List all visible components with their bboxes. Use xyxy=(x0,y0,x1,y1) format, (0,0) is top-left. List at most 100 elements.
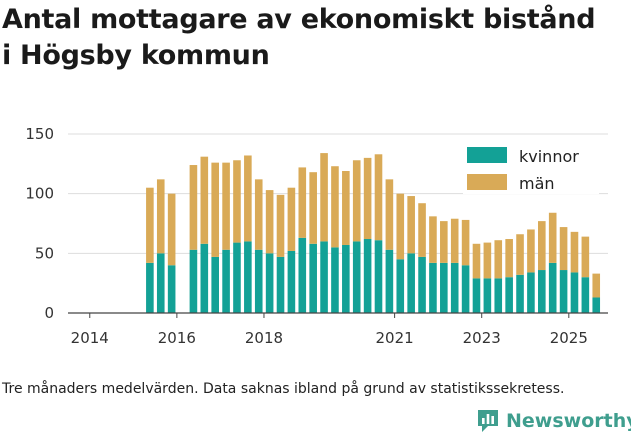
bar-man xyxy=(342,170,350,245)
bar-man xyxy=(516,234,524,275)
bar-man xyxy=(254,179,263,250)
chart-title-line-2: i Högsby kommun xyxy=(2,40,270,71)
bar-man xyxy=(156,179,165,254)
bar-kvinnor xyxy=(548,262,557,313)
chart-title-line-1: Antal mottagare av ekonomiskt bistånd xyxy=(2,4,596,35)
bar-man xyxy=(244,155,252,242)
bar-man xyxy=(189,165,198,250)
bar-man xyxy=(472,243,481,279)
bar-man xyxy=(276,194,285,257)
bar-kvinnor xyxy=(146,262,154,313)
legend-label-man: män xyxy=(519,174,555,193)
bar-kvinnor xyxy=(342,244,350,313)
bar-man xyxy=(527,229,535,273)
footnote: Tre månaders medelvärden. Data saknas ib… xyxy=(2,381,565,397)
bar-man xyxy=(407,196,415,254)
bar-kvinnor xyxy=(407,253,415,313)
chart-title: Antal mottagare av ekonomiskt bistånd i … xyxy=(2,2,630,74)
bar-man xyxy=(494,240,503,279)
bar-kvinnor xyxy=(200,243,209,313)
bar-man xyxy=(548,212,557,263)
bar-kvinnor xyxy=(472,278,481,313)
bar-kvinnor xyxy=(331,247,339,313)
bar-kvinnor xyxy=(494,278,503,313)
bar-man xyxy=(233,160,241,243)
bar-kvinnor xyxy=(254,249,263,313)
bar-man xyxy=(396,193,405,260)
bar-kvinnor xyxy=(461,265,470,313)
bar-man xyxy=(440,221,448,263)
bar-kvinnor xyxy=(265,253,274,313)
bar-kvinnor xyxy=(309,243,317,313)
bar-kvinnor xyxy=(396,259,405,313)
y-tick-label: 150 xyxy=(25,125,54,143)
bar-man xyxy=(200,156,209,244)
y-tick-label: 100 xyxy=(25,185,54,203)
bar-man xyxy=(385,179,394,250)
bar-man xyxy=(461,219,470,266)
bar-kvinnor xyxy=(570,272,579,313)
bar-man xyxy=(222,162,230,250)
bar-man xyxy=(287,187,296,251)
bar-kvinnor xyxy=(320,241,328,313)
bar-kvinnor xyxy=(516,274,524,313)
bar-kvinnor xyxy=(559,270,568,313)
x-tick-label: 2025 xyxy=(550,329,588,347)
bar-kvinnor xyxy=(233,242,241,313)
bar-kvinnor xyxy=(450,262,459,313)
brand-name: Newsworthy xyxy=(506,410,631,432)
bar-man xyxy=(418,203,426,257)
bar-man xyxy=(331,166,339,248)
bar-man xyxy=(265,190,274,254)
bar-kvinnor xyxy=(276,256,285,313)
bar-man xyxy=(298,167,307,238)
bar-man xyxy=(429,216,437,263)
bar-kvinnor xyxy=(581,277,590,313)
bar-kvinnor xyxy=(363,239,372,313)
x-tick-label: 2021 xyxy=(376,329,414,347)
bar-kvinnor xyxy=(298,237,307,313)
bar-man xyxy=(167,193,176,266)
bar-man xyxy=(146,187,154,263)
bar-man xyxy=(211,162,219,257)
bar-kvinnor xyxy=(527,272,535,313)
bar-kvinnor xyxy=(385,249,394,313)
bar-man xyxy=(592,273,601,298)
bar-man xyxy=(559,227,568,271)
bar-kvinnor xyxy=(167,265,176,313)
bar-man xyxy=(320,153,328,242)
bar-kvinnor xyxy=(483,278,492,313)
bar-man xyxy=(538,221,546,271)
legend-swatch-kvinnor xyxy=(467,147,507,163)
bar-man xyxy=(450,218,459,263)
bar-man xyxy=(352,160,361,242)
bar-kvinnor xyxy=(287,250,296,313)
bar-man xyxy=(363,157,372,240)
bar-kvinnor xyxy=(352,241,361,313)
bar-kvinnor xyxy=(189,249,198,313)
bar-kvinnor xyxy=(418,256,426,313)
bar-kvinnor xyxy=(429,262,437,313)
y-tick-label: 50 xyxy=(35,244,54,262)
newsworthy-logo-icon xyxy=(478,410,498,432)
bar-man xyxy=(483,242,492,279)
y-tick-label: 0 xyxy=(44,304,54,322)
bar-kvinnor xyxy=(374,240,383,313)
bar-kvinnor xyxy=(440,262,448,313)
bar-kvinnor xyxy=(211,256,219,313)
bar-kvinnor xyxy=(244,241,252,313)
bar-kvinnor xyxy=(505,277,513,313)
bar-kvinnor xyxy=(538,270,546,313)
legend-label-kvinnor: kvinnor xyxy=(519,147,579,166)
x-tick-label: 2018 xyxy=(245,329,283,347)
x-tick-label: 2023 xyxy=(463,329,501,347)
legend-swatch-man xyxy=(467,174,507,190)
bar-man xyxy=(505,239,513,278)
x-tick-label: 2014 xyxy=(71,329,109,347)
bar-man xyxy=(570,231,579,273)
brand-logo[interactable]: Newsworthy xyxy=(476,406,631,436)
bar-man xyxy=(581,236,590,278)
bar-kvinnor xyxy=(156,253,165,313)
bar-man xyxy=(374,154,383,241)
